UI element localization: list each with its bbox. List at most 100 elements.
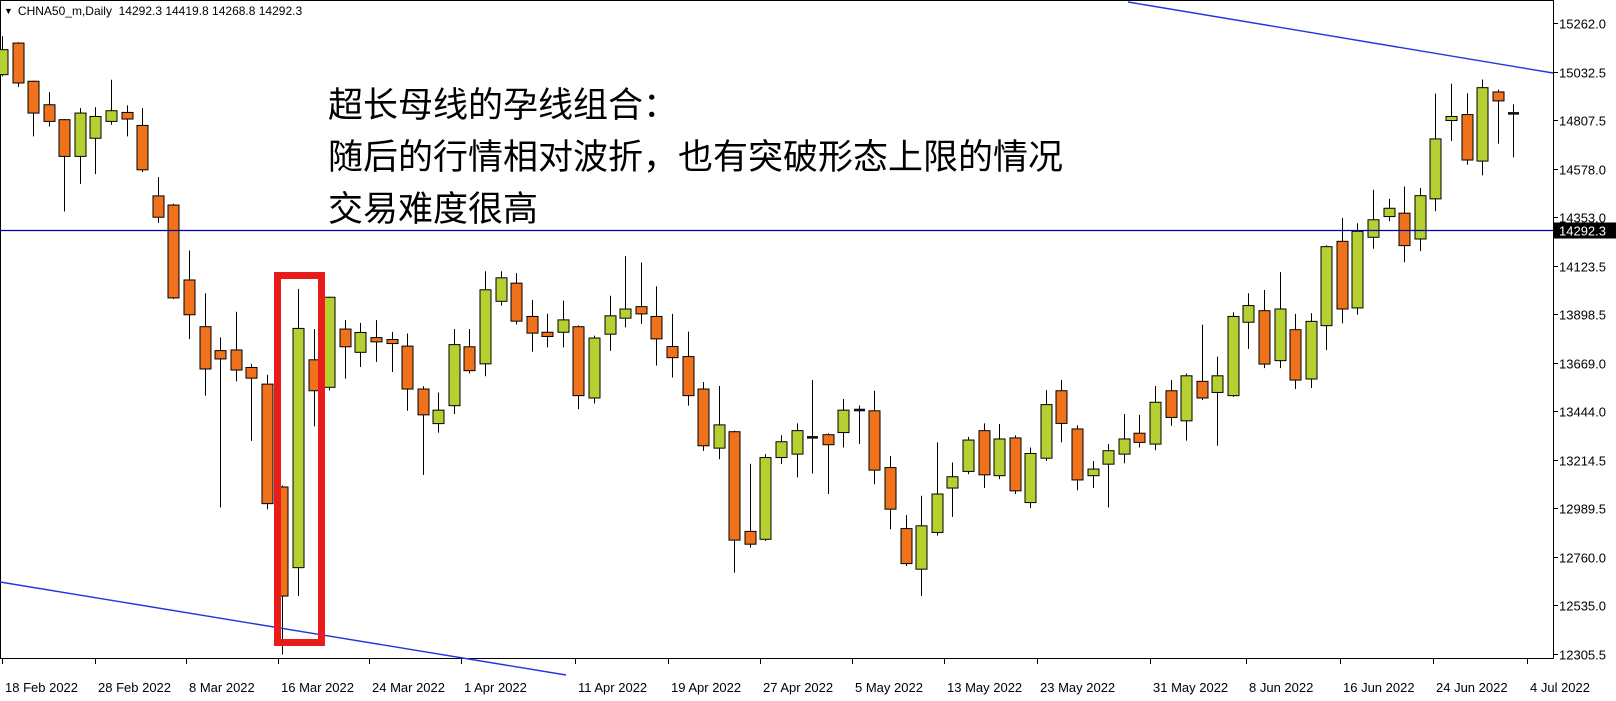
time-axis-label: 19 Apr 2022 xyxy=(671,680,741,695)
candle xyxy=(136,108,149,173)
price-axis-label: 15032.5 xyxy=(1559,66,1606,81)
candle xyxy=(1009,435,1022,495)
candle xyxy=(682,331,695,406)
candle xyxy=(323,296,336,391)
candle xyxy=(1071,425,1084,491)
candle xyxy=(837,399,850,448)
candle xyxy=(1227,312,1240,397)
candle xyxy=(791,423,804,478)
chart-title-symbol: CHNA50_m,Daily xyxy=(17,4,112,18)
harami-highlight-rectangle[interactable] xyxy=(274,272,325,646)
time-axis-label: 8 Jun 2022 xyxy=(1249,680,1313,695)
candle xyxy=(292,288,305,597)
candle xyxy=(339,320,352,379)
candle xyxy=(993,424,1006,480)
candle xyxy=(1508,104,1519,158)
candle xyxy=(1258,289,1271,369)
candle xyxy=(635,262,648,324)
candle xyxy=(526,299,539,352)
time-axis-label: 13 May 2022 xyxy=(947,680,1022,695)
candle xyxy=(43,92,56,127)
candle xyxy=(588,335,601,404)
candle xyxy=(386,331,399,372)
candle xyxy=(619,256,632,328)
candle xyxy=(0,36,9,77)
candle xyxy=(1320,245,1333,351)
price-axis-label: 14123.5 xyxy=(1559,260,1606,275)
price-axis-label: 13214.5 xyxy=(1559,454,1606,469)
candle xyxy=(261,374,274,510)
candle xyxy=(713,386,726,460)
candle xyxy=(1351,223,1364,315)
candle xyxy=(572,325,585,410)
price-axis-label: 12535.0 xyxy=(1559,599,1606,614)
time-axis-label: 23 May 2022 xyxy=(1040,680,1115,695)
candle xyxy=(510,273,523,325)
candle xyxy=(1274,272,1287,369)
candle xyxy=(245,363,258,441)
price-axis-label: 12989.5 xyxy=(1559,502,1606,517)
candle xyxy=(759,454,772,541)
candle xyxy=(199,293,212,396)
annotation-line: 随后的行情相对波折，也有突破形态上限的情况 xyxy=(328,138,1064,178)
candle xyxy=(1445,83,1458,142)
candle xyxy=(1398,186,1411,263)
time-axis-label: 1 Apr 2022 xyxy=(464,680,527,695)
time-axis-label: 28 Feb 2022 xyxy=(98,680,171,695)
candle xyxy=(1133,414,1146,448)
candle xyxy=(868,390,881,485)
lower-trendline[interactable] xyxy=(0,581,567,676)
price-axis-label: 13444.0 xyxy=(1559,405,1606,420)
candle xyxy=(1055,379,1068,443)
price-axis-label: 13669.0 xyxy=(1559,357,1606,372)
candle xyxy=(854,405,865,444)
candle xyxy=(1383,198,1396,222)
candle xyxy=(417,386,430,475)
time-axis-label: 24 Mar 2022 xyxy=(372,680,445,695)
candle xyxy=(931,442,944,536)
candle xyxy=(697,381,710,451)
candle xyxy=(604,295,617,351)
chart-frame xyxy=(0,0,1554,659)
price-axis-label: 12760.0 xyxy=(1559,551,1606,566)
candle xyxy=(541,313,554,348)
candle xyxy=(58,119,71,212)
candle xyxy=(1242,293,1255,349)
candle xyxy=(121,105,134,137)
time-axis-label: 8 Mar 2022 xyxy=(189,680,255,695)
candle xyxy=(775,435,788,465)
candle xyxy=(1476,79,1489,176)
upper-trendline[interactable] xyxy=(1127,1,1554,74)
chart-annotation-text[interactable]: 超长母线的孕线组合： 随后的行情相对波折，也有突破形态上限的情况 交易难度很高 xyxy=(328,80,1063,236)
candle xyxy=(822,433,835,495)
candle xyxy=(1040,390,1053,461)
price-axis-label: 14807.5 xyxy=(1559,114,1606,129)
time-axis-label: 18 Feb 2022 xyxy=(5,680,78,695)
candle xyxy=(167,203,180,300)
candle xyxy=(978,423,991,489)
price-axis-label: 14353.0 xyxy=(1559,211,1606,226)
candle xyxy=(152,177,165,223)
candle xyxy=(744,463,757,548)
annotation-line: 交易难度很高 xyxy=(328,190,539,230)
symbol-marker-icon[interactable]: ▼ xyxy=(4,6,13,16)
time-axis[interactable]: 18 Feb 2022 28 Feb 2022 8 Mar 2022 16 Mar 2… xyxy=(2,658,1591,695)
candle xyxy=(495,271,508,306)
candle xyxy=(900,515,913,566)
time-axis-label: 16 Mar 2022 xyxy=(281,680,354,695)
candle xyxy=(27,80,40,137)
candle xyxy=(183,250,196,340)
time-axis-label: 4 Jul 2022 xyxy=(1530,680,1590,695)
time-axis-label: 31 May 2022 xyxy=(1153,680,1228,695)
candle xyxy=(354,322,367,368)
candle xyxy=(807,380,818,474)
candles-layer xyxy=(0,36,1519,655)
time-axis-label: 24 Jun 2022 xyxy=(1436,680,1508,695)
candle xyxy=(89,107,102,175)
candle xyxy=(1118,414,1131,464)
price-axis[interactable]: 15262.0 15032.5 14807.5 14578.0 14353.0 14123… xyxy=(1553,17,1606,663)
time-axis-label: 11 Apr 2022 xyxy=(578,680,647,695)
candle xyxy=(1211,356,1224,446)
